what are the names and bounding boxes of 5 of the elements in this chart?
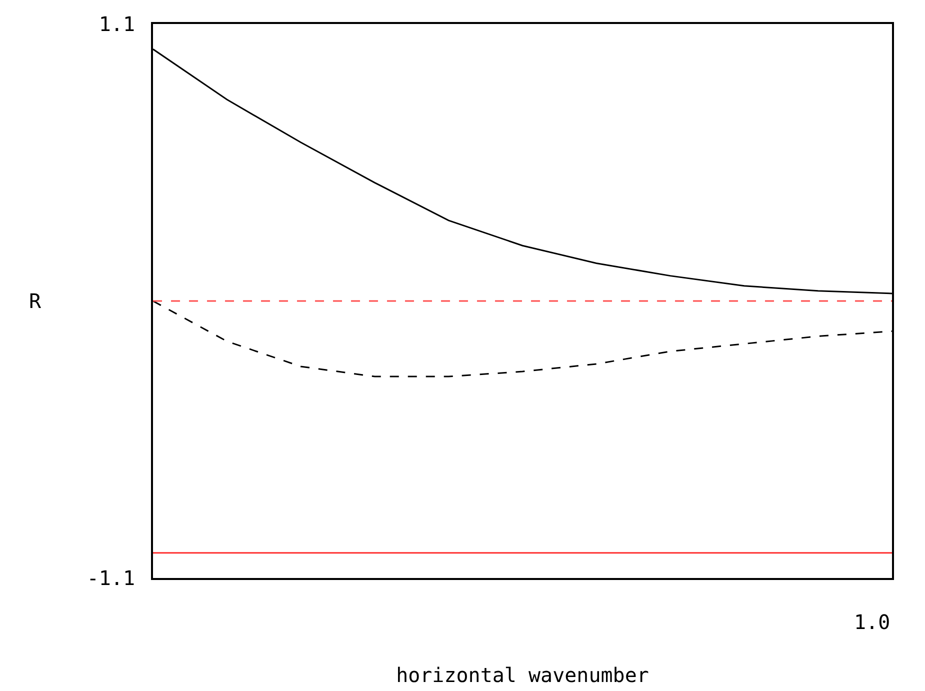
x-axis-title: horizontal wavenumber (396, 663, 649, 687)
y-tick-label: 1.1 (98, 12, 135, 36)
text: 1.0 (854, 610, 890, 634)
y-tick-label: -1.1 (86, 566, 135, 590)
y-axis-title: R (29, 289, 42, 313)
